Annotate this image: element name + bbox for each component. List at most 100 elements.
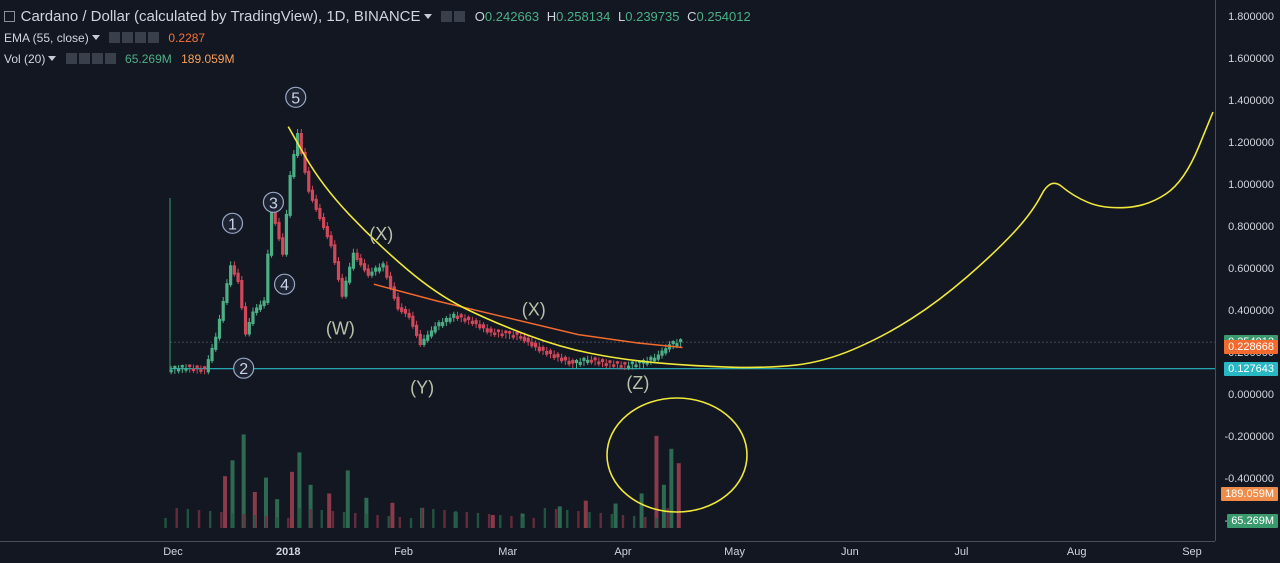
candle-body — [340, 277, 344, 297]
volume-bar — [543, 508, 547, 528]
volume-badge: 65.269M — [1227, 514, 1278, 528]
settings-icon[interactable] — [454, 11, 466, 22]
candle-body — [418, 333, 422, 345]
collapse-icon[interactable] — [4, 11, 15, 22]
candle-body — [441, 322, 445, 327]
candle-body — [626, 365, 631, 369]
candle-body — [262, 300, 266, 306]
wave-label: (W) — [326, 319, 355, 339]
time-axis-tick: Feb — [394, 546, 414, 558]
price-axis[interactable]: 1.800000 1.600000 1.400000 1.200000 1.000000… — [1215, 0, 1280, 541]
price-axis-tick: 1.800000 — [1228, 10, 1274, 23]
time-axis-tick: Jul — [954, 546, 969, 558]
volume-bar — [309, 509, 312, 528]
time-axis[interactable]: Dec 2018 Feb Mar Apr May Jun Jul Aug Sep — [0, 541, 1215, 563]
candle-body — [664, 348, 668, 354]
volume-bar — [621, 515, 625, 528]
ema-label[interactable]: EMA (55, close) — [4, 31, 89, 45]
settings-icon[interactable] — [78, 53, 90, 64]
time-axis-tick: 2018 — [276, 546, 301, 558]
candle-body — [522, 336, 527, 342]
volume-bar — [365, 514, 368, 528]
candle-body — [455, 315, 460, 319]
volume-bar — [390, 502, 395, 528]
volume-bar — [264, 516, 268, 528]
candle-body — [184, 368, 188, 371]
time-axis-tick: Jun — [840, 546, 859, 558]
candle-body — [329, 235, 333, 247]
volume-bar — [510, 516, 513, 528]
candle-body — [314, 198, 318, 210]
candle-body — [318, 207, 322, 219]
chevron-down-icon[interactable] — [91, 35, 100, 40]
price-axis-tick: 1.400000 — [1228, 94, 1274, 107]
time-axis-tick: Apr — [614, 546, 632, 558]
candle-body — [548, 350, 553, 355]
candle-body — [396, 296, 400, 310]
volume-bar — [443, 510, 446, 528]
candle-body — [348, 266, 352, 283]
candle-body — [567, 360, 571, 365]
candle-body — [452, 313, 456, 318]
candle-body — [169, 369, 173, 373]
candle-body — [630, 361, 634, 365]
volume-bar — [557, 506, 562, 528]
candle-body — [593, 357, 597, 361]
candle-body — [556, 353, 560, 358]
candle-body — [310, 189, 315, 201]
candle-body — [563, 356, 567, 361]
candle-body — [433, 326, 437, 333]
candle-body — [429, 330, 434, 337]
time-axis-tick: Dec — [163, 546, 183, 558]
volume-bar — [186, 509, 190, 528]
add-icon[interactable] — [135, 32, 147, 43]
candle-body — [284, 213, 289, 255]
close-icon[interactable] — [148, 32, 160, 43]
volume-bar — [376, 515, 379, 528]
candle-body — [541, 346, 545, 351]
candle-body — [299, 133, 303, 154]
ohlc-open: O0.242663 — [474, 9, 540, 24]
wave-marker-label: 4 — [280, 277, 289, 294]
close-icon[interactable] — [104, 53, 116, 64]
volume-legend: Vol (20) 65.269M 189.059M — [4, 52, 234, 66]
volume-bar — [297, 452, 302, 528]
chevron-down-icon[interactable] — [423, 14, 432, 19]
volume-bar — [610, 514, 614, 528]
eye-icon[interactable] — [65, 53, 77, 64]
candle-body — [385, 265, 389, 278]
candle-body — [671, 341, 675, 345]
candle-body — [251, 311, 255, 324]
wave-marker-label: 2 — [239, 361, 248, 378]
volume-bar — [220, 512, 223, 528]
wave-marker-label: 3 — [269, 195, 278, 212]
candle-body — [243, 306, 248, 335]
candle-body — [403, 308, 408, 314]
candle-body — [493, 332, 497, 336]
symbol-title[interactable]: Cardano / Dollar (calculated by TradingV… — [20, 8, 421, 25]
add-icon[interactable] — [91, 53, 103, 64]
eye-icon[interactable] — [441, 11, 453, 22]
candle-body — [560, 357, 564, 362]
eye-icon[interactable] — [109, 32, 121, 43]
volume-bar — [354, 513, 357, 528]
candle-body — [437, 322, 441, 327]
volume-bar — [566, 510, 569, 528]
volume-bar — [290, 471, 295, 528]
candle-body — [463, 318, 467, 322]
volume-bar — [599, 513, 602, 528]
candle-body — [325, 226, 329, 238]
volume-bar — [164, 518, 167, 528]
settings-icon[interactable] — [122, 32, 134, 43]
time-axis-tick: Sep — [1182, 546, 1202, 558]
wave-marker-circle — [221, 212, 244, 234]
candle-body — [444, 318, 448, 323]
price-axis-tick: 0.600000 — [1228, 262, 1274, 275]
volume-label[interactable]: Vol (20) — [4, 52, 46, 66]
volume-bar — [175, 508, 178, 528]
wave-label: (Y) — [410, 377, 434, 397]
projection-curve — [287, 111, 1214, 369]
chevron-down-icon[interactable] — [48, 56, 57, 61]
candle-body — [388, 275, 393, 289]
